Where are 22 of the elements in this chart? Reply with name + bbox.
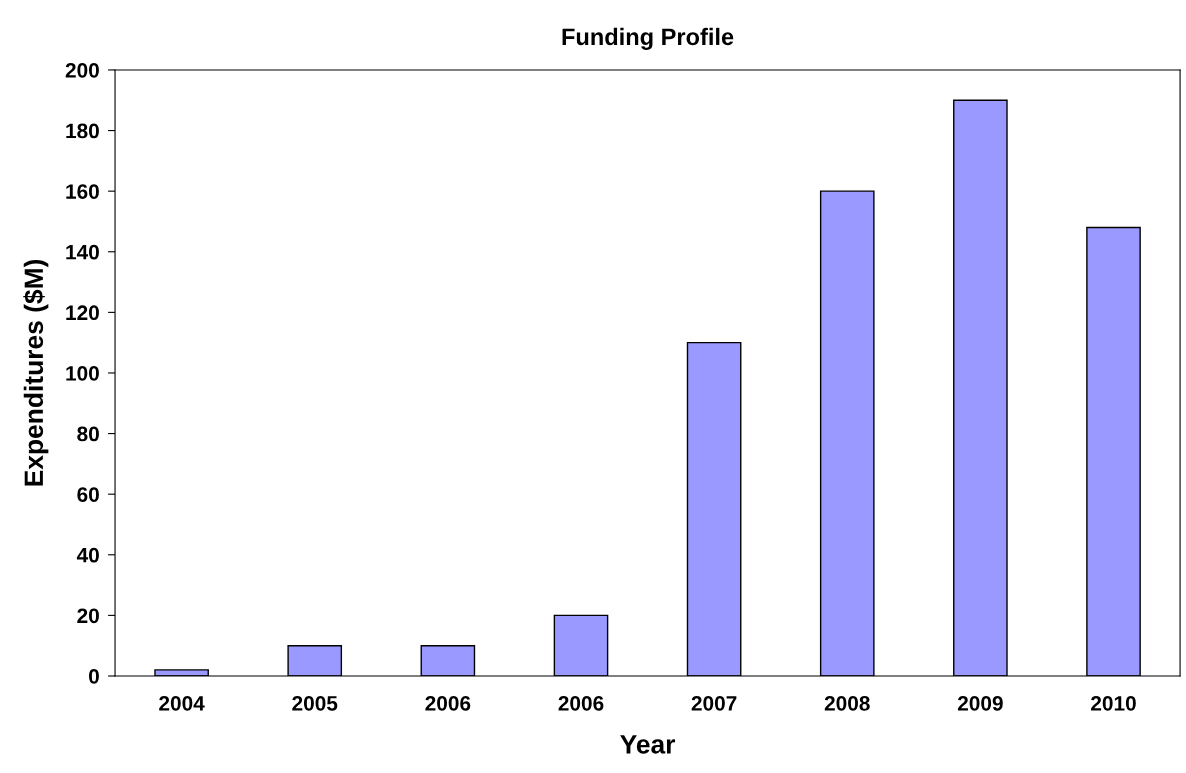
x-tick-label: 2004	[159, 695, 205, 711]
y-tick-label: 160	[66, 184, 99, 199]
y-axis-title: Expenditures ($M)	[23, 259, 49, 486]
x-tick-label: 2007	[691, 695, 737, 711]
y-tick-label: 100	[66, 365, 99, 381]
x-tick-label: 2010	[1091, 695, 1136, 711]
y-tick-label: 80	[77, 426, 99, 442]
y-tick-label: 0	[89, 668, 99, 684]
y-tick-label: 180	[66, 123, 99, 139]
x-tick-label: 2005	[292, 695, 338, 711]
y-tick-label: 120	[66, 305, 99, 321]
x-axis-title: Year	[620, 735, 676, 754]
y-tick-label: 140	[66, 244, 99, 260]
x-tick-label: 2008	[824, 695, 870, 711]
y-tick-label: 200	[65, 62, 99, 78]
x-tick-label: 2006	[425, 695, 471, 711]
chart-title: Funding Profile	[562, 27, 734, 50]
x-tick-label: 2009	[957, 695, 1003, 711]
y-tick-label: 40	[76, 547, 99, 563]
y-tick-label: 20	[77, 608, 99, 624]
x-tick-label: 2006	[558, 695, 604, 711]
y-tick-label: 60	[77, 487, 99, 502]
